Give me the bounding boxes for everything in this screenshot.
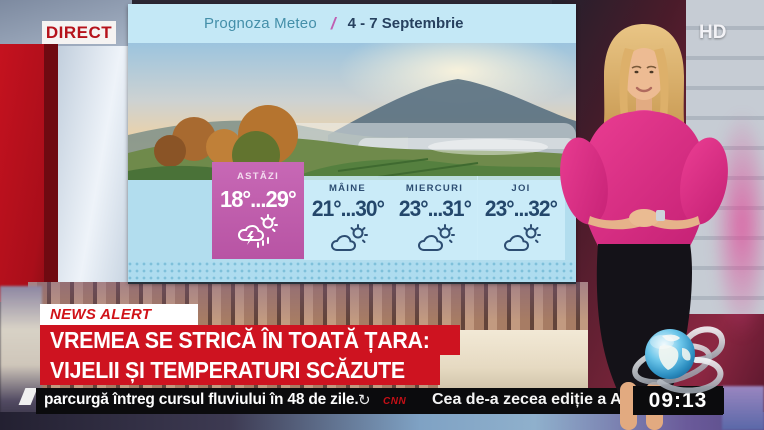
dotted-band bbox=[128, 262, 576, 284]
antena3-logo bbox=[632, 326, 725, 394]
headline-text-2: VIJELII ȘI TEMPERATURI SCĂZUTE bbox=[50, 356, 405, 383]
weather-screen: Prognoza Meteo / 4 - 7 Septembrie bbox=[128, 4, 576, 284]
temperature-range: 21°...30° bbox=[311, 196, 384, 221]
refresh-icon: ↻ bbox=[358, 392, 371, 409]
clock: 09:13 bbox=[633, 386, 723, 415]
direct-label: DIRECT bbox=[45, 22, 113, 42]
headline-line-1: VREMEA SE STRICĂ ÎN TOATĂ ȚARA: bbox=[40, 325, 460, 355]
news-alert-label: NEWS ALERT bbox=[50, 306, 152, 323]
studio-shelves bbox=[0, 286, 42, 430]
day-label: ASTĂZI bbox=[236, 171, 280, 182]
forecast-card-today: ASTĂZI 18°...29° bbox=[212, 162, 304, 259]
studio-red-wall-strip bbox=[44, 44, 58, 302]
headline-text-1: VREMEA SE STRICĂ ÎN TOATĂ ȚARA: bbox=[50, 326, 430, 353]
direct-badge: DIRECT bbox=[42, 21, 116, 44]
forecast-card-tomorrow: MÂINE 21°...30° bbox=[304, 176, 391, 260]
temperature-range: 23°...31° bbox=[398, 196, 471, 221]
ticker-left-text: parcurgă întreg cursul fluviului în 48 d… bbox=[44, 391, 359, 408]
news-ticker: parcurgă întreg cursul fluviului în 48 d… bbox=[36, 388, 724, 414]
weather-title: Prognoza Meteo bbox=[204, 15, 317, 32]
ticker-right-text: Cea de-a zecea ediție a Asia F bbox=[432, 391, 659, 408]
day-label: MÂINE bbox=[328, 183, 367, 194]
day-label: JOI bbox=[511, 183, 531, 194]
studio-floor bbox=[0, 412, 764, 430]
landscape-image bbox=[128, 43, 576, 180]
weather-header: Prognoza Meteo / 4 - 7 Septembrie bbox=[128, 4, 576, 43]
day-label: MIERCURI bbox=[405, 183, 464, 194]
news-alert-badge: NEWS ALERT bbox=[40, 304, 198, 325]
temperature-range: 18°...29° bbox=[220, 186, 297, 212]
hd-badge: HD bbox=[699, 22, 727, 43]
headline-line-2: VIJELII ȘI TEMPERATURI SCĂZUTE bbox=[40, 355, 440, 385]
studio-light-panel bbox=[58, 46, 128, 302]
forecast-card-wednesday: MIERCURI 23°...31° bbox=[391, 176, 478, 260]
clock-time: 09:13 bbox=[648, 388, 708, 412]
weather-date-range: 4 - 7 Septembrie bbox=[347, 15, 464, 32]
partly-cloudy-icon bbox=[417, 224, 455, 251]
temperature-range: 23°...32° bbox=[484, 196, 558, 221]
partly-cloudy-icon bbox=[503, 224, 541, 251]
partly-cloudy-icon bbox=[330, 224, 368, 251]
slash-separator-icon: / bbox=[330, 13, 336, 33]
storm-sun-icon bbox=[237, 214, 278, 248]
cnn-logo: CNN bbox=[383, 396, 407, 407]
forecast-card-thursday: JOI 23°...32° bbox=[477, 176, 565, 260]
studio-floor-corner bbox=[722, 386, 764, 430]
studio-desk bbox=[438, 330, 588, 392]
